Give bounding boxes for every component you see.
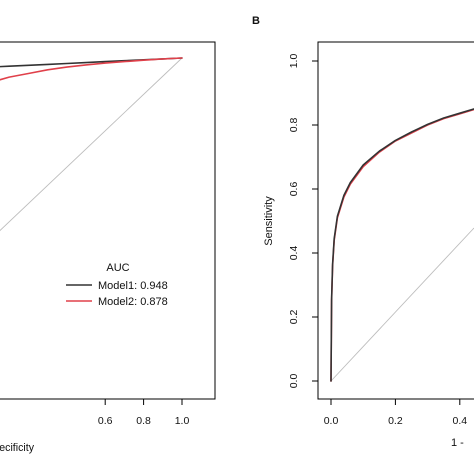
panel-a-plot-frame bbox=[0, 41, 216, 400]
panel-b: B 0.0 0.2 0.4 0.6 0.8 1.0 0.0 0.2 0.4 Sensitivi… bbox=[252, 15, 474, 449]
panel-a-series-group bbox=[0, 57, 183, 81]
panel-a: 0.6 0.8 1.0 1 - Specificity AUC Model1: 0.… bbox=[0, 41, 216, 454]
panel-b-series-line-2 bbox=[330, 108, 474, 382]
panel-b-y-axis: 0.0 0.2 0.4 0.6 0.8 1.0 bbox=[288, 54, 318, 389]
legend-entry-model2: Model2: 0.878 bbox=[98, 296, 168, 308]
panel-b-x-tick-label: 0.2 bbox=[388, 415, 403, 427]
panel-b-series-group bbox=[330, 108, 474, 382]
panel-a-series-line-2 bbox=[0, 57, 183, 81]
legend-entry-model1: Model1: 0.948 bbox=[98, 280, 168, 292]
panel-b-y-tick-label: 0.0 bbox=[288, 374, 300, 389]
panel-a-x-axis: 0.6 0.8 1.0 bbox=[98, 399, 190, 427]
panel-b-x-tick-label: 0.4 bbox=[452, 415, 467, 427]
panel-a-x-axis-title: 1 - Specificity bbox=[0, 442, 34, 454]
panel-b-x-axis: 0.0 0.2 0.4 bbox=[324, 399, 467, 427]
panel-a-x-tick-label: 0.6 bbox=[98, 415, 113, 427]
panel-b-y-tick-label: 1.0 bbox=[288, 54, 300, 69]
panel-b-letter: B bbox=[252, 15, 260, 27]
panel-b-plot-frame bbox=[317, 41, 474, 400]
panel-b-y-tick-label: 0.2 bbox=[288, 310, 300, 325]
legend-title: AUC bbox=[106, 262, 129, 274]
panel-a-x-tick-label: 1.0 bbox=[175, 415, 190, 427]
panel-a-diagonal-reference bbox=[0, 57, 183, 232]
panel-a-x-tick-label: 0.8 bbox=[136, 415, 151, 427]
panel-b-y-tick-label: 0.8 bbox=[288, 118, 300, 133]
panel-b-diagonal-reference bbox=[330, 227, 474, 382]
panel-a-legend: AUC Model1: 0.948 Model2: 0.878 bbox=[66, 262, 168, 308]
panel-b-y-axis-title: Sensitivity bbox=[263, 196, 275, 246]
panel-b-series-line-1 bbox=[330, 108, 474, 382]
panel-b-y-tick-label: 0.6 bbox=[288, 182, 300, 197]
panel-b-x-axis-title: 1 - bbox=[451, 437, 464, 449]
panel-b-x-tick-label: 0.0 bbox=[324, 415, 339, 427]
panel-b-y-tick-label: 0.4 bbox=[288, 246, 300, 261]
